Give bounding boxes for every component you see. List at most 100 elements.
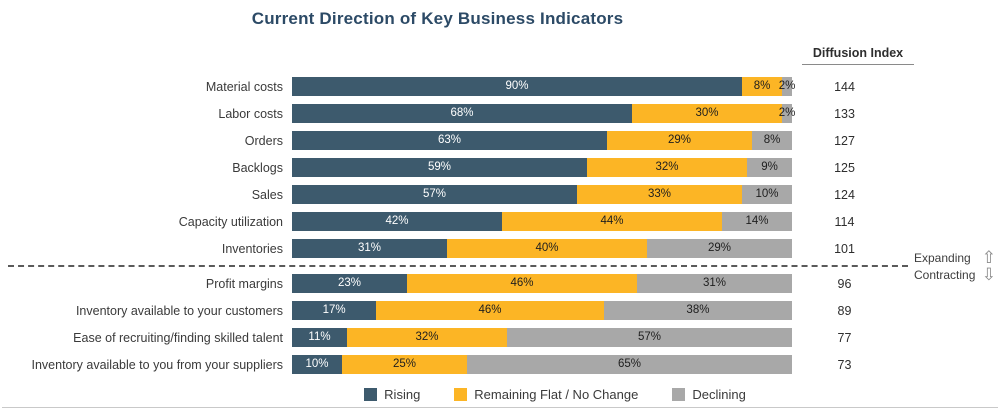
diffusion-index-value: 96 — [837, 276, 852, 291]
bar-segment-flat: 29% — [607, 131, 752, 150]
bar-segment-rising: 31% — [292, 239, 447, 258]
bar-value-label: 68% — [450, 107, 474, 119]
contracting-annotation: Contracting ⇩ — [914, 266, 996, 283]
bar-value-label: 57% — [422, 188, 447, 200]
bar-segment-declining: 65% — [467, 355, 792, 374]
diffusion-index-value: 77 — [837, 330, 852, 345]
legend-item: Remaining Flat / No Change — [454, 387, 638, 402]
legend-swatch — [672, 388, 686, 401]
bar-segment-flat: 32% — [587, 158, 747, 177]
bar-value-label: 8% — [763, 134, 781, 146]
bar-track: 42% 44% 14% — [292, 212, 792, 231]
bar-track: 10% 25% 65% — [292, 355, 792, 374]
bar-value-label: 25% — [392, 358, 417, 370]
bar-value-label: 46% — [510, 277, 534, 289]
bar-track: 17% 46% 38% — [292, 301, 792, 320]
bar-value-label: 2% — [778, 107, 796, 119]
bar-segment-declining: 2% — [779, 104, 795, 123]
bar-value-label: 17% — [322, 304, 346, 316]
category-label: Material costs — [205, 79, 283, 94]
legend-swatch — [364, 388, 378, 401]
bar-segment-rising: 23% — [292, 274, 407, 293]
bar-value-label: 44% — [600, 215, 624, 227]
bar-track: 59% 32% 9% — [292, 158, 792, 177]
legend-label: Declining — [692, 387, 746, 402]
bar-segment-rising: 42% — [292, 212, 502, 231]
chart-row: Profit margins 23% 46% 31% 96 — [0, 270, 1000, 297]
bar-value-label: 10% — [305, 358, 329, 370]
bar-value-label: 32% — [655, 161, 679, 173]
bar-segment-flat: 30% — [632, 104, 782, 123]
bar-segment-declining: 29% — [647, 239, 792, 258]
bar-track: 63% 29% 8% — [292, 131, 792, 150]
diffusion-index-value: 89 — [837, 303, 852, 318]
bar-segment-rising: 68% — [292, 104, 632, 123]
bar-value-label: 38% — [686, 304, 710, 316]
bar-segment-flat: 44% — [502, 212, 722, 231]
bar-segment-declining: 57% — [507, 328, 792, 347]
chart-row: Capacity utilization 42% 44% 14% 114 — [0, 208, 1000, 235]
title-area: Current Direction of Key Business Indica… — [0, 0, 875, 29]
bar-value-label: 32% — [415, 331, 439, 343]
chart-title: Current Direction of Key Business Indica… — [251, 9, 624, 28]
bar-value-label: 14% — [745, 215, 769, 227]
bar-value-label: 29% — [667, 134, 692, 146]
bar-segment-declining: 9% — [747, 158, 792, 177]
legend-swatch — [454, 388, 468, 401]
up-arrow-icon: ⇧ — [981, 248, 996, 267]
expanding-annotation: Expanding ⇧ — [914, 249, 996, 266]
legend-label: Remaining Flat / No Change — [474, 387, 639, 402]
diffusion-index-value: 124 — [834, 187, 855, 202]
bar-value-label: 57% — [637, 331, 662, 343]
bar-segment-flat: 25% — [342, 355, 467, 374]
bottom-divider — [2, 407, 998, 408]
chart-row: Backlogs 59% 32% 9% 125 — [0, 154, 1000, 181]
dashed-line — [8, 265, 908, 267]
bar-value-label: 2% — [778, 80, 796, 92]
bar-value-label: 10% — [755, 188, 779, 200]
bar-segment-declining: 31% — [637, 274, 792, 293]
category-label: Inventory available to you from your sup… — [31, 357, 283, 372]
bar-segment-declining: 10% — [742, 185, 792, 204]
chart-row: Inventory available to you from your sup… — [0, 351, 1000, 378]
bar-segment-rising: 17% — [292, 301, 377, 320]
bar-value-label: 46% — [478, 304, 502, 316]
chart-rows-lower: Profit margins 23% 46% 31% 96 Inventory avail… — [0, 270, 1000, 378]
bar-value-label: 90% — [505, 80, 529, 92]
category-label: Inventory available to your customers — [75, 303, 283, 318]
category-label: Labor costs — [218, 106, 283, 121]
diffusion-index-value: 125 — [834, 160, 855, 175]
contracting-label: Contracting — [914, 267, 976, 282]
bar-track: 23% 46% 31% — [292, 274, 792, 293]
down-arrow-icon: ⇩ — [981, 265, 996, 284]
bar-value-label: 65% — [617, 358, 642, 370]
diffusion-index-value: 101 — [834, 241, 855, 256]
bar-track: 31% 40% 29% — [292, 239, 792, 258]
bar-segment-rising: 57% — [292, 185, 577, 204]
bar-value-label: 8% — [753, 80, 771, 92]
bar-value-label: 63% — [437, 134, 462, 146]
bar-segment-declining: 2% — [779, 77, 795, 96]
bar-segment-flat: 40% — [447, 239, 647, 258]
threshold-divider: Expanding ⇧ Contracting ⇩ — [0, 249, 1000, 283]
bar-segment-declining: 8% — [752, 131, 792, 150]
chart-row: Ease of recruiting/finding skilled talen… — [0, 324, 1000, 351]
bar-value-label: 31% — [357, 242, 382, 254]
bar-value-label: 42% — [385, 215, 409, 227]
diffusion-index-value: 73 — [837, 357, 852, 372]
bar-track: 57% 33% 10% — [292, 185, 792, 204]
chart-row: Material costs 90% 8% 2% 144 — [0, 73, 1000, 100]
category-label: Profit margins — [205, 276, 283, 291]
category-label: Inventories — [221, 241, 283, 256]
legend-label: Rising — [384, 387, 421, 402]
bar-value-label: 9% — [761, 161, 778, 173]
bar-value-label: 59% — [427, 161, 452, 173]
chart-row: Orders 63% 29% 8% 127 — [0, 127, 1000, 154]
chart-rows-upper: Material costs 90% 8% 2% 144 Labor costs 68% 30… — [0, 73, 1000, 262]
bar-segment-rising: 63% — [292, 131, 607, 150]
bar-value-label: 23% — [337, 277, 362, 289]
bar-value-label: 40% — [535, 242, 559, 254]
chart-row: Inventories 31% 40% 29% 101 — [0, 235, 1000, 262]
bar-segment-rising: 11% — [292, 328, 347, 347]
